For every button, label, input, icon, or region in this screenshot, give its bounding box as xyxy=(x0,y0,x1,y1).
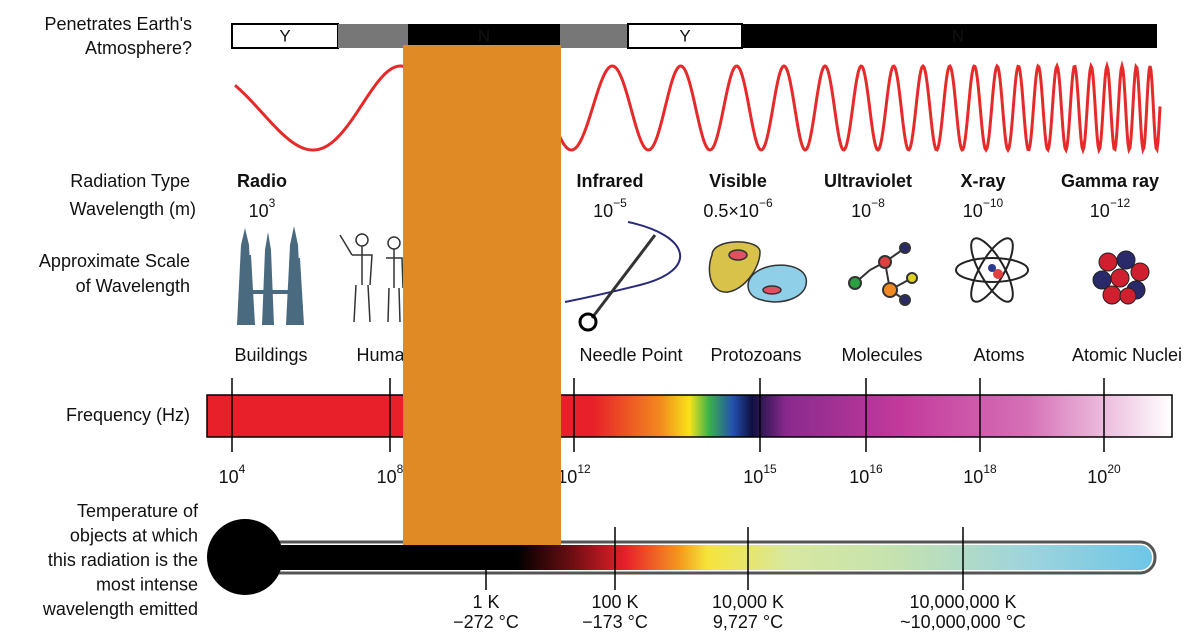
power-exponent: −10 xyxy=(983,196,1004,210)
power-exponent: 18 xyxy=(983,462,997,476)
frequency-bar xyxy=(207,395,1172,437)
power-base: 10 xyxy=(963,467,983,487)
row-label: Penetrates Earth's xyxy=(44,14,192,34)
radiation-type: X-ray xyxy=(960,171,1005,191)
wavelength: 10−5 xyxy=(593,196,627,221)
wavelength: 103 xyxy=(249,196,276,221)
temperature-kelvin: 10,000 K xyxy=(712,592,784,612)
row-label: of Wavelength xyxy=(76,276,190,296)
wavelength: 10−12 xyxy=(1090,196,1131,221)
power-base: 10 xyxy=(1087,467,1107,487)
power-base: 10 xyxy=(963,201,983,221)
power-exponent: 16 xyxy=(869,462,883,476)
power-exponent: 8 xyxy=(397,462,404,476)
atmosphere-label: Y xyxy=(679,26,690,45)
frequency-tick: 104 xyxy=(219,462,246,487)
scale-label: Needle Point xyxy=(579,345,682,365)
power-exponent: −8 xyxy=(871,196,885,210)
radiation-type: Ultraviolet xyxy=(824,171,912,191)
thermometer xyxy=(207,519,1155,595)
frequency-tick: 1016 xyxy=(849,462,883,487)
temperature-celsius: ~10,000,000 °C xyxy=(900,612,1026,632)
icons xyxy=(237,222,1149,330)
power-base: 10 xyxy=(593,201,613,221)
wavelength: 10−8 xyxy=(851,196,885,221)
power-exponent: 15 xyxy=(763,462,777,476)
temperature-kelvin: 10,000,000 K xyxy=(909,592,1016,612)
power-base: 10 xyxy=(851,201,871,221)
row-label: Frequency (Hz) xyxy=(66,405,190,425)
temperature-kelvin: 100 K xyxy=(591,592,638,612)
power-exponent: 12 xyxy=(577,462,591,476)
temperature-celsius: −173 °C xyxy=(582,612,648,632)
power-exponent: −6 xyxy=(759,196,773,210)
power-exponent: 4 xyxy=(239,462,246,476)
frequency-tick: 1012 xyxy=(557,462,591,487)
power-base: 10 xyxy=(219,467,239,487)
power-exponent: 3 xyxy=(269,196,276,210)
row-label: objects at which xyxy=(70,525,198,545)
row-label: this radiation is the xyxy=(48,550,198,570)
wave xyxy=(235,66,1160,150)
radiation-type: Visible xyxy=(709,171,767,191)
temperature-label: Temperature of objects at which this radia… xyxy=(42,501,199,619)
power-base: 10 xyxy=(377,467,397,487)
scale-label: Molecules xyxy=(841,345,922,365)
scale-label: Atomic Nuclei xyxy=(1072,345,1182,365)
atmosphere-label: Y xyxy=(279,26,290,45)
wavelength: 10−10 xyxy=(963,196,1004,221)
wavelength: 0.5×10−6 xyxy=(703,196,773,221)
frequency-tick: 1020 xyxy=(1087,462,1121,487)
radiation-type: Infrared xyxy=(576,171,643,191)
row-label: wavelength emitted xyxy=(42,599,198,619)
power-exponent: −5 xyxy=(613,196,627,210)
radiation-type: Gamma ray xyxy=(1061,171,1159,191)
power-base: 10 xyxy=(249,201,269,221)
power-base: 0.5×10 xyxy=(703,201,759,221)
scale-label: Atoms xyxy=(973,345,1024,365)
temperature-celsius: −272 °C xyxy=(453,612,519,632)
spectrum-diagram: Penetrates Earth's Atmosphere? Radiation… xyxy=(0,0,1195,633)
scale-label: Buildings xyxy=(234,345,307,365)
row-label: Atmosphere? xyxy=(85,38,192,58)
occluder xyxy=(403,45,561,545)
scale-label: Protozoans xyxy=(710,345,801,365)
power-exponent: −12 xyxy=(1110,196,1131,210)
temperature-kelvin: 1 K xyxy=(472,592,499,612)
power-base: 10 xyxy=(743,467,763,487)
atmosphere-label: N xyxy=(952,26,964,45)
row-label: most intense xyxy=(96,574,198,594)
row-label: Temperature of xyxy=(77,501,199,521)
radiation-type: Radio xyxy=(237,171,287,191)
temperature-celsius: 9,727 °C xyxy=(713,612,783,632)
row-label: Approximate Scale xyxy=(39,251,190,271)
frequency-tick: 108 xyxy=(377,462,404,487)
atmosphere-label: N xyxy=(478,26,490,45)
power-exponent: 20 xyxy=(1107,462,1121,476)
row-label: Radiation Type xyxy=(70,171,190,191)
power-base: 10 xyxy=(849,467,869,487)
power-base: 10 xyxy=(1090,201,1110,221)
atmosphere-bar xyxy=(232,24,1157,48)
frequency-tick: 1018 xyxy=(963,462,997,487)
row-label: Wavelength (m) xyxy=(70,199,196,219)
frequency-tick: 1015 xyxy=(743,462,777,487)
